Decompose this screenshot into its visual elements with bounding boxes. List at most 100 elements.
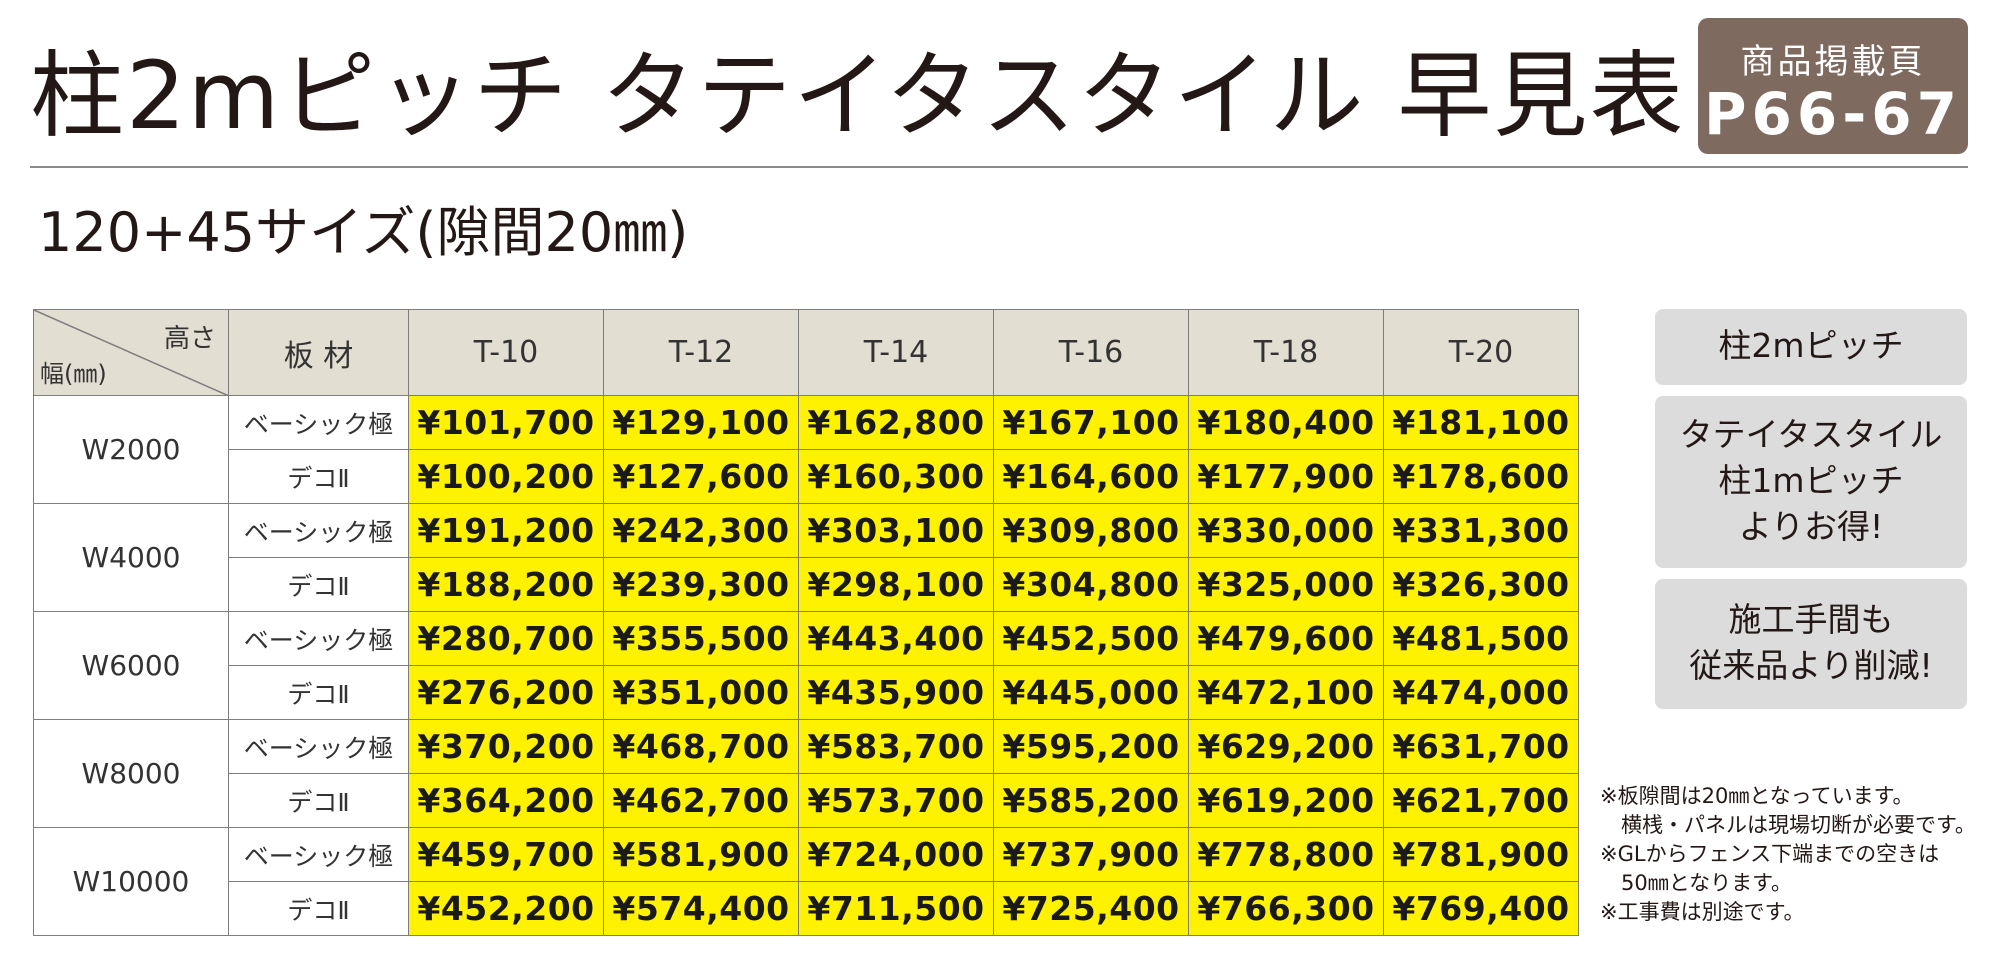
price-cell: ¥298,100: [798, 557, 994, 612]
price-cell: ¥101,700: [408, 395, 604, 450]
page-badge-label: 商品掲載頁: [1740, 42, 1926, 82]
price-cell: ¥160,300: [798, 449, 994, 504]
price-cell: ¥573,700: [798, 773, 994, 828]
table-row: デコⅡ ¥276,200 ¥351,000 ¥435,900 ¥445,000 …: [34, 665, 1579, 720]
corner-diagonal-line: [34, 310, 228, 395]
material-cell: デコⅡ: [228, 449, 409, 504]
price-cell: ¥309,800: [993, 503, 1189, 558]
feature-line: よりお得!: [1738, 507, 1884, 546]
material-cell: デコⅡ: [228, 557, 409, 612]
price-cell: ¥164,600: [993, 449, 1189, 504]
price-cell: ¥177,900: [1188, 449, 1384, 504]
table-row: W6000 ベーシック極 ¥280,700 ¥355,500 ¥443,400 …: [33, 611, 1579, 720]
size-subtitle: 120+45サイズ(隙間20㎜): [38, 201, 689, 264]
price-cell: ¥459,700: [408, 827, 604, 882]
material-cell: ベーシック極: [228, 719, 409, 774]
price-cell: ¥351,000: [603, 665, 799, 720]
price-cell: ¥737,900: [993, 827, 1189, 882]
price-cell: ¥781,900: [1383, 827, 1579, 882]
price-cell: ¥452,200: [408, 881, 604, 936]
price-cell: ¥127,600: [603, 449, 799, 504]
price-cell: ¥326,300: [1383, 557, 1579, 612]
feature-line: 柱2mピッチ: [1718, 326, 1904, 365]
price-cell: ¥769,400: [1383, 881, 1579, 936]
page-badge-pages: P66-67: [1703, 80, 1962, 148]
material-cell: デコⅡ: [228, 665, 409, 720]
price-cell: ¥581,900: [603, 827, 799, 882]
price-cell: ¥766,300: [1188, 881, 1384, 936]
price-cell: ¥280,700: [408, 611, 604, 666]
width-label-cell: W6000: [33, 611, 229, 720]
price-cell: ¥585,200: [993, 773, 1189, 828]
table-row: W8000 ベーシック極 ¥370,200 ¥468,700 ¥583,700 …: [33, 719, 1579, 828]
price-cell: ¥468,700: [603, 719, 799, 774]
material-cell: ベーシック極: [228, 395, 409, 450]
width-label-cell: W2000: [33, 395, 229, 504]
price-cell: ¥443,400: [798, 611, 994, 666]
price-table: 高さ 幅(㎜) 板 材 T-10 T-12 T-14 T-16 T-18 T-2…: [33, 309, 1579, 936]
footnotes: ※板隙間は20㎜となっています。 横桟・パネルは現場切断が必要です。 ※GLから…: [1600, 782, 1976, 927]
material-cell: デコⅡ: [228, 773, 409, 828]
price-cell: ¥452,500: [993, 611, 1189, 666]
price-cell: ¥479,600: [1188, 611, 1384, 666]
title-divider: [30, 166, 1968, 168]
price-cell: ¥191,200: [408, 503, 604, 558]
price-cell: ¥129,100: [603, 395, 799, 450]
price-cell: ¥276,200: [408, 665, 604, 720]
price-cell: ¥724,000: [798, 827, 994, 882]
price-table-body: W2000 ベーシック極 ¥101,700 ¥129,100 ¥162,800 …: [33, 395, 1579, 936]
price-cell: ¥474,000: [1383, 665, 1579, 720]
page-title: 柱2mピッチ タテイタスタイル 早見表: [30, 42, 1686, 151]
table-row: デコⅡ ¥188,200 ¥239,300 ¥298,100 ¥304,800 …: [34, 557, 1579, 612]
feature-line: 施工手間も: [1728, 600, 1894, 639]
width-label-cell: W8000: [33, 719, 229, 828]
column-header-t20: T-20: [1383, 309, 1579, 396]
price-cell: ¥364,200: [408, 773, 604, 828]
price-cell: ¥239,300: [603, 557, 799, 612]
footnote-line: ※板隙間は20㎜となっています。: [1600, 784, 1914, 808]
footnote-line: ※工事費は別途です。: [1600, 900, 1805, 924]
price-cell: ¥325,000: [1188, 557, 1384, 612]
width-axis-label: 幅(㎜): [40, 360, 107, 388]
price-cell: ¥370,200: [408, 719, 604, 774]
material-column-header: 板 材: [228, 309, 409, 396]
price-cell: ¥355,500: [603, 611, 799, 666]
column-header-t18: T-18: [1188, 309, 1384, 396]
price-cell: ¥304,800: [993, 557, 1189, 612]
price-cell: ¥178,600: [1383, 449, 1579, 504]
price-cell: ¥631,700: [1383, 719, 1579, 774]
footnote-line: 横桟・パネルは現場切断が必要です。: [1621, 813, 1976, 837]
price-cell: ¥167,100: [993, 395, 1189, 450]
price-cell: ¥778,800: [1188, 827, 1384, 882]
width-label-cell: W10000: [33, 827, 229, 936]
feature-box-value: タテイタスタイル 柱1mピッチ よりお得!: [1655, 396, 1967, 568]
price-cell: ¥725,400: [993, 881, 1189, 936]
feature-box-labor: 施工手間も 従来品より削減!: [1655, 579, 1967, 709]
table-header-row: 高さ 幅(㎜) 板 材 T-10 T-12 T-14 T-16 T-18 T-2…: [33, 309, 1579, 396]
price-cell: ¥711,500: [798, 881, 994, 936]
footnote-line: ※GLからフェンス下端までの空きは: [1600, 842, 1940, 866]
table-row: W4000 ベーシック極 ¥191,200 ¥242,300 ¥303,100 …: [33, 503, 1579, 612]
price-cell: ¥331,300: [1383, 503, 1579, 558]
column-header-t16: T-16: [993, 309, 1189, 396]
column-header-t12: T-12: [603, 309, 799, 396]
page-reference-badge: 商品掲載頁 P66-67: [1698, 18, 1968, 154]
price-cell: ¥303,100: [798, 503, 994, 558]
price-cell: ¥435,900: [798, 665, 994, 720]
price-cell: ¥472,100: [1188, 665, 1384, 720]
price-cell: ¥595,200: [993, 719, 1189, 774]
material-cell: ベーシック極: [228, 503, 409, 558]
price-cell: ¥583,700: [798, 719, 994, 774]
price-cell: ¥462,700: [603, 773, 799, 828]
price-cell: ¥162,800: [798, 395, 994, 450]
table-row: デコⅡ ¥364,200 ¥462,700 ¥573,700 ¥585,200 …: [34, 773, 1579, 828]
price-cell: ¥445,000: [993, 665, 1189, 720]
price-cell: ¥621,700: [1383, 773, 1579, 828]
table-row: W10000 ベーシック極 ¥459,700 ¥581,900 ¥724,000…: [33, 827, 1579, 936]
feature-line: 柱1mピッチ: [1718, 461, 1904, 500]
material-cell: ベーシック極: [228, 611, 409, 666]
table-row: デコⅡ ¥100,200 ¥127,600 ¥160,300 ¥164,600 …: [34, 449, 1579, 504]
price-cell: ¥629,200: [1188, 719, 1384, 774]
feature-line: タテイタスタイル: [1679, 415, 1943, 454]
price-cell: ¥574,400: [603, 881, 799, 936]
